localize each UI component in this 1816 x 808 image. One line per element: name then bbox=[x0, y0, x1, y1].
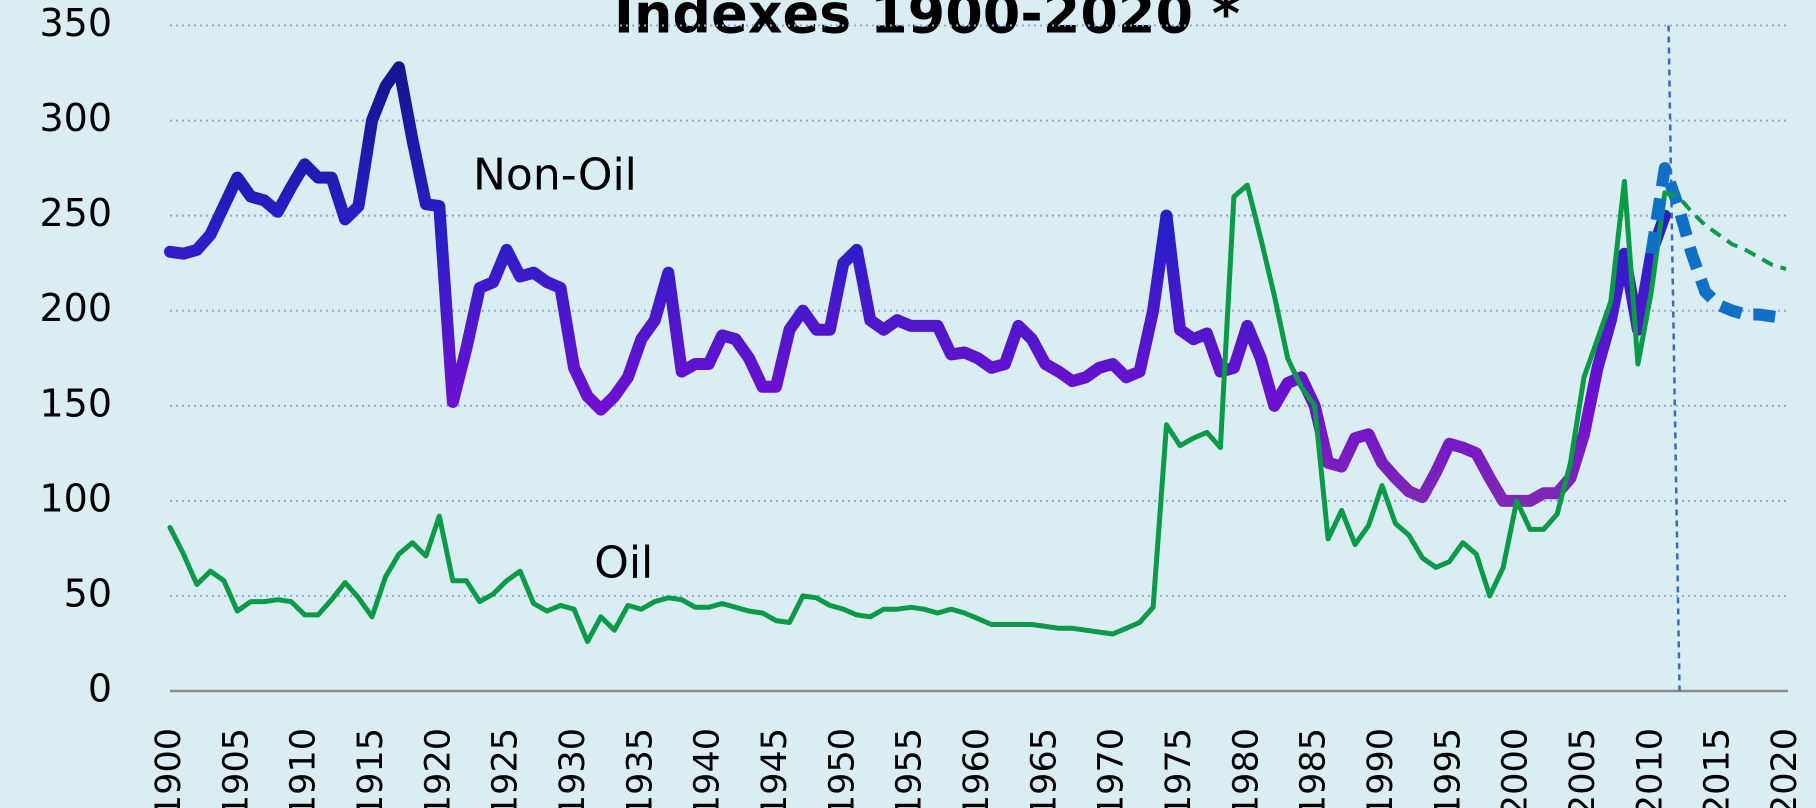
x-tick-label: 2005 bbox=[1563, 728, 1603, 808]
x-tick-label: 1905 bbox=[216, 728, 256, 808]
annotation: Oil bbox=[594, 538, 653, 589]
x-tick-label: 1990 bbox=[1361, 728, 1401, 808]
x-tick-label: 2010 bbox=[1630, 728, 1670, 808]
x-tick-label: 1920 bbox=[418, 728, 458, 808]
x-tick-label: 1925 bbox=[486, 728, 526, 808]
x-tick-label: 2020 bbox=[1765, 728, 1805, 808]
x-tick-label: 1945 bbox=[755, 728, 795, 808]
y-tick-label: 200 bbox=[39, 286, 112, 330]
x-tick-label: 1940 bbox=[688, 728, 728, 808]
x-tick-label: 1950 bbox=[822, 728, 862, 808]
x-tick-label: 2000 bbox=[1496, 728, 1536, 808]
data-line bbox=[164, 61, 1671, 507]
y-tick-label: 350 bbox=[39, 1, 112, 45]
x-tick-label: 1935 bbox=[620, 728, 660, 808]
y-tick-label: 150 bbox=[39, 381, 112, 425]
x-tick-label: 1960 bbox=[957, 728, 997, 808]
x-tick-label: 1910 bbox=[284, 728, 324, 808]
x-tick-label: 2015 bbox=[1698, 728, 1738, 808]
y-tick-label: 250 bbox=[39, 191, 112, 235]
x-tick-label: 1975 bbox=[1159, 728, 1199, 808]
x-tick-label: 1970 bbox=[1092, 728, 1132, 808]
y-tick-label: 100 bbox=[39, 476, 112, 520]
y-tick-label: 300 bbox=[39, 96, 112, 140]
x-tick-label: 1980 bbox=[1226, 728, 1266, 808]
y-tick-label: 50 bbox=[64, 571, 112, 615]
x-tick-label: 1930 bbox=[553, 728, 593, 808]
annotation: Non-Oil bbox=[473, 150, 637, 201]
forecast-line bbox=[1664, 190, 1787, 271]
y-tick-label: 0 bbox=[88, 667, 112, 711]
x-tick-label: 1955 bbox=[890, 728, 930, 808]
x-tick-label: 1985 bbox=[1294, 728, 1334, 808]
x-tick-label: 1915 bbox=[351, 728, 391, 808]
chart-title: Indexes 1900-2020 * bbox=[614, 0, 1240, 46]
forecast-divider bbox=[1667, 25, 1681, 692]
x-tick-label: 1900 bbox=[149, 728, 189, 808]
x-tick-label: 1995 bbox=[1428, 728, 1468, 808]
data-line bbox=[167, 178, 1668, 645]
x-tick-label: 1965 bbox=[1024, 728, 1064, 808]
